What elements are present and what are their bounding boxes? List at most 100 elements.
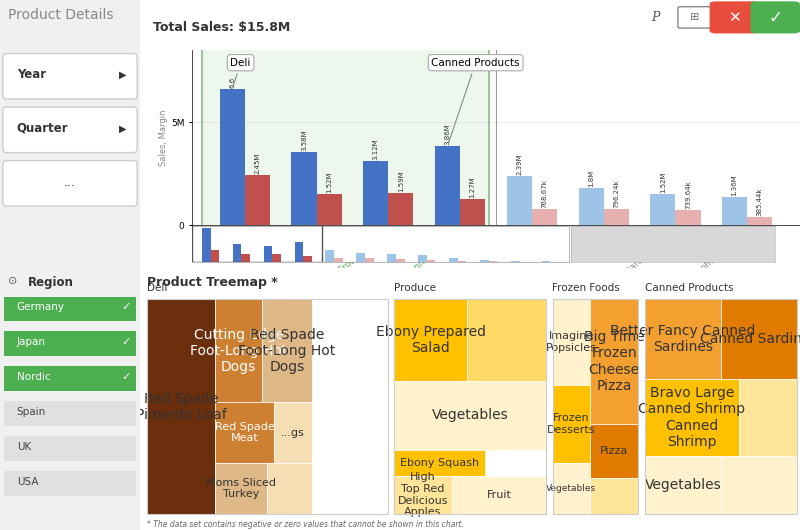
Text: ⊞: ⊞ [690, 12, 700, 22]
Text: Bravo Large
Canned Shrimp
Canned
Shrimp: Bravo Large Canned Shrimp Canned Shrimp [638, 386, 746, 449]
Bar [650, 194, 675, 225]
Text: Moms Sliced
Turkey: Moms Sliced Turkey [206, 478, 276, 499]
Text: Region: Region [28, 276, 74, 288]
Bar [590, 424, 638, 478]
Bar [553, 385, 590, 463]
FancyBboxPatch shape [3, 107, 138, 153]
Bar [388, 192, 414, 225]
FancyBboxPatch shape [750, 2, 800, 33]
Bar [233, 244, 242, 262]
Bar [722, 197, 747, 225]
Bar [721, 456, 797, 514]
Bar [747, 217, 772, 225]
Text: ▶: ▶ [118, 123, 126, 134]
Bar [192, 0, 322, 262]
Bar [645, 456, 721, 514]
Bar [578, 188, 604, 225]
FancyBboxPatch shape [3, 54, 138, 99]
Text: 385.44k: 385.44k [757, 188, 763, 216]
Bar [449, 258, 458, 262]
Bar [467, 299, 546, 381]
Bar [245, 175, 270, 225]
Text: Year: Year [17, 68, 46, 82]
Text: 6.6: 6.6 [229, 77, 235, 89]
Bar [264, 246, 272, 262]
Text: 1.52M: 1.52M [326, 171, 332, 193]
Y-axis label: Sales, Margin: Sales, Margin [159, 110, 168, 166]
Bar [394, 381, 546, 450]
Bar [291, 152, 317, 225]
FancyBboxPatch shape [3, 161, 138, 206]
Bar [210, 250, 219, 262]
Text: Red Spade
Foot-Long Hot
Dogs: Red Spade Foot-Long Hot Dogs [238, 328, 335, 374]
Bar [146, 299, 215, 514]
Text: Vegetables: Vegetables [546, 484, 597, 493]
Bar [215, 463, 267, 514]
Bar [452, 475, 546, 514]
Text: 739.64k: 739.64k [685, 180, 691, 209]
Text: ...: ... [64, 175, 76, 189]
Bar [645, 379, 739, 456]
Text: Total Sales: $15.8M: Total Sales: $15.8M [154, 21, 290, 34]
FancyBboxPatch shape [4, 471, 136, 496]
Text: Frozen Foods: Frozen Foods [553, 282, 620, 293]
Text: 3.86M: 3.86M [445, 123, 450, 145]
Bar [394, 450, 485, 475]
Text: ▶: ▶ [118, 70, 126, 80]
Bar [387, 254, 396, 262]
Bar [215, 402, 274, 463]
Bar [645, 299, 721, 379]
Text: ⊙: ⊙ [8, 276, 18, 286]
Text: Germany: Germany [17, 302, 65, 312]
Text: Ebony Prepared
Salad: Ebony Prepared Salad [375, 325, 486, 355]
Text: Product Details: Product Details [8, 8, 114, 22]
Bar [590, 299, 638, 424]
Bar [480, 260, 489, 262]
Bar [604, 209, 629, 225]
Text: Nordic: Nordic [17, 372, 50, 382]
Bar [458, 261, 466, 262]
Text: Cutting Edge
Foot-Long Hot
Dogs: Cutting Edge Foot-Long Hot Dogs [190, 328, 287, 374]
Text: Product Treemap *: Product Treemap * [146, 276, 278, 288]
Bar [396, 259, 405, 262]
Bar [334, 258, 342, 262]
Bar [553, 299, 638, 514]
Text: Red Spade
Meat: Red Spade Meat [215, 422, 274, 443]
Text: High
Top Red
Delicious
Apples: High Top Red Delicious Apples [398, 473, 448, 517]
Text: Pizza: Pizza [600, 446, 629, 456]
Bar [242, 254, 250, 262]
Text: 1.8M: 1.8M [588, 170, 594, 187]
Text: Canned Sardines: Canned Sardines [700, 332, 800, 346]
Bar [553, 463, 590, 514]
Text: 2.39M: 2.39M [516, 153, 522, 175]
Bar [272, 254, 281, 262]
Text: Japan: Japan [17, 337, 46, 347]
Bar [146, 299, 387, 514]
FancyBboxPatch shape [4, 366, 136, 391]
FancyBboxPatch shape [4, 331, 136, 356]
Bar [418, 255, 427, 262]
Text: Big Time
Frozen
Cheese
Pizza: Big Time Frozen Cheese Pizza [584, 330, 645, 393]
Text: 796.24k: 796.24k [614, 179, 619, 208]
Text: 768.67k: 768.67k [542, 180, 547, 208]
Text: 1.27M: 1.27M [470, 176, 476, 198]
Bar [394, 299, 467, 381]
Text: Ebony Squash: Ebony Squash [400, 457, 479, 467]
Bar [394, 475, 452, 514]
Bar [326, 250, 334, 262]
Text: * The data set contains negative or zero values that cannot be shown in this cha: * The data set contains negative or zero… [146, 520, 463, 529]
Bar [435, 146, 460, 225]
Text: P: P [651, 11, 660, 24]
Bar [460, 199, 486, 225]
Text: 1.52M: 1.52M [660, 171, 666, 193]
Text: Produce: Produce [394, 282, 436, 293]
Text: ✓: ✓ [122, 337, 130, 347]
Bar [365, 258, 374, 262]
FancyBboxPatch shape [4, 296, 136, 321]
Bar [356, 253, 365, 262]
Text: UK: UK [17, 442, 31, 452]
Text: Frozen
Desserts: Frozen Desserts [547, 413, 596, 435]
Bar [274, 402, 312, 463]
Text: 2.45M: 2.45M [254, 153, 260, 174]
Bar [220, 90, 245, 225]
